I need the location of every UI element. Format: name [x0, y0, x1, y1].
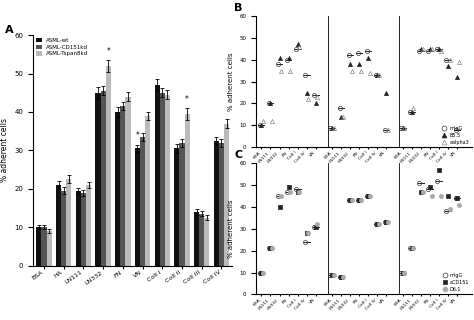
Bar — [56, 185, 61, 266]
Bar — [66, 179, 72, 266]
Bar — [204, 218, 210, 266]
Bar — [46, 231, 52, 266]
Bar — [160, 93, 165, 266]
Text: *: * — [106, 46, 110, 56]
Bar — [140, 137, 145, 266]
Text: C: C — [234, 150, 243, 160]
Bar — [36, 227, 41, 266]
Text: *: * — [185, 94, 189, 104]
Bar — [199, 214, 204, 266]
Y-axis label: % adherent cells: % adherent cells — [0, 118, 9, 182]
Bar — [184, 114, 190, 266]
Legend: ASML-wt, ASML-CD151kd, ASML-Tspan8kd: ASML-wt, ASML-CD151kd, ASML-Tspan8kd — [36, 38, 88, 56]
Bar — [106, 66, 111, 266]
Bar — [165, 95, 170, 266]
Text: ASML-wt: ASML-wt — [277, 178, 300, 183]
Bar — [180, 143, 184, 266]
Bar — [145, 116, 150, 266]
Legend: mIgG, aCD151, D6.1: mIgG, aCD151, D6.1 — [443, 273, 469, 292]
Bar — [100, 91, 106, 266]
Bar — [194, 212, 199, 266]
Y-axis label: % adherent cells: % adherent cells — [228, 52, 234, 111]
Text: ASML-CD151kd: ASML-CD151kd — [339, 178, 380, 183]
Text: *: * — [136, 131, 139, 140]
Bar — [95, 93, 100, 266]
Bar — [115, 112, 120, 266]
Bar — [76, 191, 81, 266]
Bar — [81, 193, 86, 266]
Text: A: A — [5, 25, 14, 35]
Bar — [214, 141, 219, 266]
Bar — [126, 97, 130, 266]
Bar — [86, 185, 91, 266]
Text: B: B — [234, 3, 243, 13]
Bar — [41, 227, 46, 266]
Bar — [155, 85, 160, 266]
Bar — [61, 191, 66, 266]
Bar — [219, 143, 224, 266]
Text: ASML-Tspan8kd: ASML-Tspan8kd — [410, 178, 450, 183]
Y-axis label: % adherent cells: % adherent cells — [228, 200, 234, 258]
Bar — [174, 148, 180, 266]
Legend: mIgG, B5.5, aalpha3: mIgG, B5.5, aalpha3 — [443, 126, 469, 145]
Bar — [135, 148, 140, 266]
Bar — [224, 124, 229, 266]
Bar — [120, 106, 126, 266]
